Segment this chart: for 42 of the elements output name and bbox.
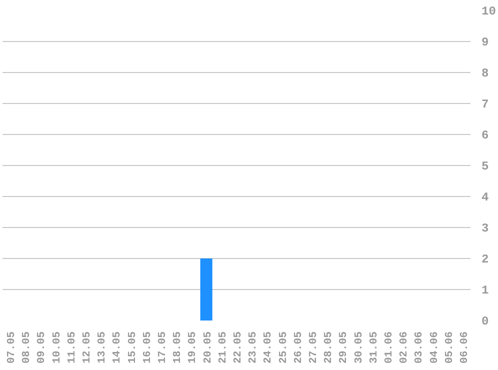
x-tick-label: 24.05 <box>262 331 275 364</box>
y-tick-label: 10 <box>482 4 496 18</box>
x-tick-label: 26.05 <box>292 331 305 364</box>
x-tick-label: 01.06 <box>383 331 396 364</box>
x-tick-label: 11.05 <box>66 331 78 364</box>
x-tick-label: 31.05 <box>368 331 380 364</box>
x-tick-label: 23.05 <box>248 331 260 364</box>
x-tick-label: 17.05 <box>157 331 170 364</box>
y-tick-label: 0 <box>482 314 489 328</box>
x-tick-label: 03.06 <box>414 331 426 364</box>
y-tick-label: 2 <box>482 252 489 266</box>
x-tick-label: 13.05 <box>96 331 109 364</box>
x-tick-label: 22.05 <box>232 331 244 364</box>
y-tick-label: 6 <box>482 128 489 142</box>
x-tick-label: 21.05 <box>217 331 230 364</box>
x-tick-label: 29.05 <box>338 331 350 364</box>
x-tick-label: 12.05 <box>82 331 94 364</box>
x-tick-label: 15.05 <box>126 331 139 364</box>
x-tick-label: 10.05 <box>51 331 64 364</box>
y-tick-label: 5 <box>482 160 489 174</box>
x-tick-label: 19.05 <box>187 331 200 364</box>
y-tick-label: 3 <box>482 222 489 236</box>
x-tick-label: 27.05 <box>308 331 320 364</box>
y-tick-label: 1 <box>482 284 489 298</box>
x-tick-label: 25.05 <box>278 331 290 364</box>
x-tick-label: 05.06 <box>444 331 456 364</box>
y-tick-label: 4 <box>482 190 489 204</box>
x-tick-label: 16.05 <box>142 331 154 364</box>
x-tick-label: 02.06 <box>398 331 411 364</box>
x-tick-label: 18.05 <box>172 331 184 364</box>
y-tick-label: 8 <box>482 66 489 80</box>
x-tick-label: 07.05 <box>6 331 18 364</box>
x-tick-label: 30.05 <box>353 331 366 364</box>
y-tick-label: 9 <box>482 36 489 50</box>
x-tick-label: 28.05 <box>323 331 336 364</box>
y-tick-label: 7 <box>482 98 489 112</box>
x-tick-label: 20.05 <box>202 331 214 364</box>
x-tick-label: 08.05 <box>21 331 34 364</box>
x-tick-label: 09.05 <box>36 331 48 364</box>
x-tick-label: 14.05 <box>112 331 124 364</box>
x-tick-label: 06.06 <box>458 331 471 364</box>
x-tick-label: 04.06 <box>428 331 441 364</box>
